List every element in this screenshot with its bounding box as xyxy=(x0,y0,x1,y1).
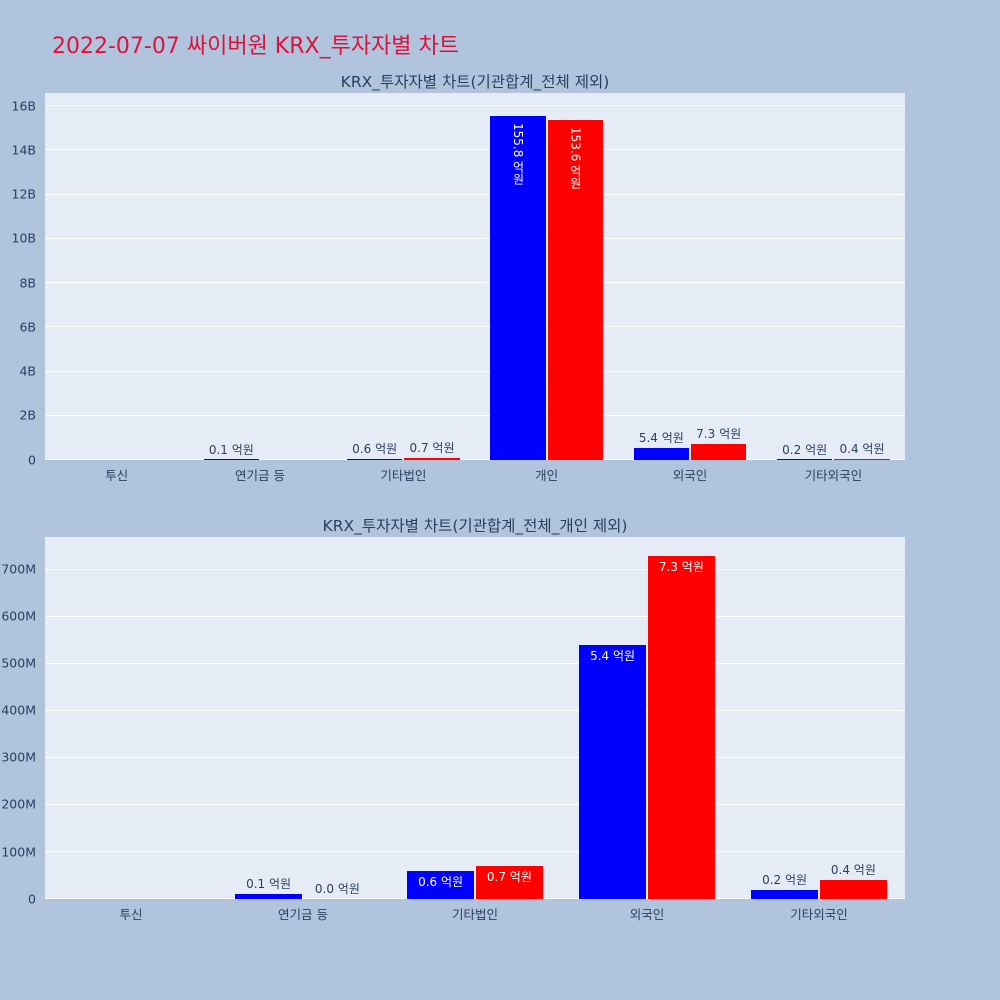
x-tick-label: 기타법인 xyxy=(451,907,499,922)
bar-label: 0.1 억원 xyxy=(208,442,254,457)
bar-blue xyxy=(579,645,646,899)
x-tick-label: 기타외국인 xyxy=(790,907,848,922)
y-tick-label: 200M xyxy=(1,796,36,812)
gridline xyxy=(45,615,905,617)
gridline xyxy=(45,193,905,195)
gridline xyxy=(45,326,905,328)
bar-blue xyxy=(751,889,818,899)
y-tick-label: 10B xyxy=(11,230,36,246)
bar-red xyxy=(648,555,715,899)
bar-blue xyxy=(490,115,546,460)
chart-plot-0: 0 2B 4B 6B 8B 10B 12B 14B 16B 투신 연기금 등 기타법인 개인 외국인 기타외… xyxy=(12,93,905,482)
bar-blue xyxy=(203,459,259,460)
bar-label-inside: 0.6 억원 xyxy=(418,874,464,889)
chart-title-bottom: KRX_투자자별 차트(기관합계_전체_개인 제외) xyxy=(322,517,628,535)
gridline xyxy=(45,803,905,805)
bar-label-inside: 5.4 억원 xyxy=(590,649,636,664)
y-tick-label: 12B xyxy=(11,186,36,202)
y-tick-label: 100M xyxy=(1,843,36,859)
gridline xyxy=(45,237,905,239)
gridline xyxy=(45,756,905,758)
x-tick-label: 외국인 xyxy=(672,468,708,483)
y-tick-label: 16B xyxy=(11,98,36,114)
x-tick-label: 투신 xyxy=(105,468,129,483)
bar-label-inside: 155.8 억원 xyxy=(511,122,525,185)
chart-section-top: KRX_투자자별 차트(기관합계_전체 제외) 0 2B 4B 6B 8B 10B 12B 1… xyxy=(12,70,905,482)
y-tick-label: 700M xyxy=(1,561,36,577)
bar-red xyxy=(547,120,603,460)
bar-label-inside: 153.6 억원 xyxy=(568,127,583,190)
chart-plot-1: 0 100M 200M 300M 400M 500M 600M 700M 투신 연기금 등 기타법인… xyxy=(1,537,905,921)
bar-red xyxy=(834,459,890,460)
bar-label: 0.1 억원 xyxy=(246,877,292,892)
x-tick-label: 개인 xyxy=(535,468,559,483)
bar-label: 0.2 억원 xyxy=(782,442,828,457)
bar-label: 7.3 억원 xyxy=(696,426,742,441)
gridline xyxy=(45,370,905,372)
gridline xyxy=(45,709,905,711)
bar-blue xyxy=(407,870,474,899)
chart-title-top: KRX_투자자별 차트(기관합계_전체 제외) xyxy=(340,73,610,91)
y-tick-label: 4B xyxy=(19,363,36,379)
bar-label: 0.0 억원 xyxy=(314,882,360,896)
gridline xyxy=(45,149,905,151)
chart-section-bottom: KRX_투자자별 차트(기관합계_전체_개인 제외) 0 100M 200M 300M… xyxy=(1,514,905,921)
x-tick-label: 외국인 xyxy=(629,907,665,922)
y-tick-label: 6B xyxy=(19,319,36,335)
gridline xyxy=(45,662,905,664)
bar-red xyxy=(476,866,543,899)
gridline xyxy=(45,105,905,107)
bar-label: 0.2 억원 xyxy=(762,872,808,887)
gridline xyxy=(45,459,905,460)
y-tick-label: 600M xyxy=(1,608,36,624)
x-tick-label: 기타법인 xyxy=(380,468,427,483)
y-tick-label: 400M xyxy=(1,702,36,718)
y-tick-label: 0 xyxy=(28,451,36,467)
gridline xyxy=(45,568,905,570)
x-tick-label: 연기금 등 xyxy=(278,907,328,922)
bar-label-inside: 0.7 억원 xyxy=(486,870,532,885)
x-tick-label: 기타외국인 xyxy=(804,468,863,483)
y-tick-label: 300M xyxy=(1,749,36,765)
bar-label: 0.4 억원 xyxy=(830,863,876,878)
bar-blue xyxy=(235,894,302,899)
bar-red xyxy=(404,458,460,460)
bar-red xyxy=(691,443,747,460)
bar-red xyxy=(820,880,887,899)
y-tick-label: 2B xyxy=(19,407,36,423)
page-title: 2022-07-07 싸이버원 KRX_투자자별 차트 xyxy=(52,34,460,59)
gridline xyxy=(45,898,905,899)
y-tick-label: 14B xyxy=(11,142,36,158)
y-tick-label: 500M xyxy=(1,655,36,671)
bar-blue xyxy=(347,458,403,460)
x-tick-label: 투신 xyxy=(119,907,143,922)
bar-blue xyxy=(633,448,689,460)
y-tick-label: 8B xyxy=(19,274,36,290)
gridline xyxy=(45,851,905,852)
y-tick-label: 0 xyxy=(28,890,36,906)
bar-label: 0.6 억원 xyxy=(352,441,398,456)
bar-label: 0.7 억원 xyxy=(409,441,455,456)
bar-label-inside: 7.3 억원 xyxy=(658,559,704,574)
gridline xyxy=(45,282,905,284)
bar-blue xyxy=(777,459,833,460)
gridline xyxy=(45,414,905,416)
bar-label: 5.4 억원 xyxy=(638,431,684,446)
bar-label: 0.4 억원 xyxy=(839,442,885,457)
x-tick-label: 연기금 등 xyxy=(235,468,285,483)
